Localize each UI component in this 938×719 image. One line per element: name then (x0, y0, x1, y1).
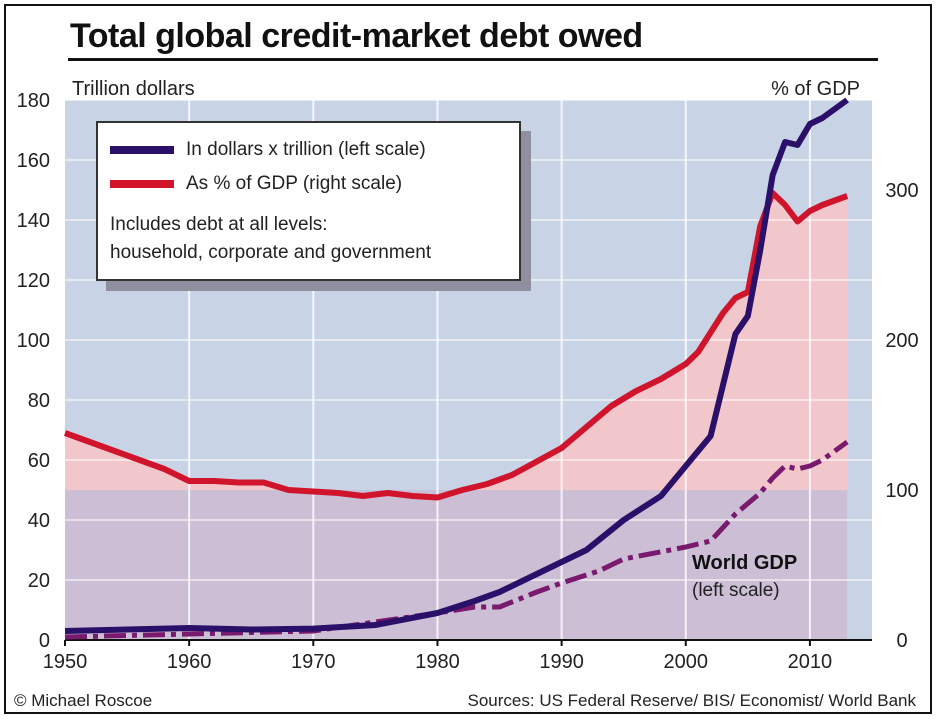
y-left-tick-label: 180 (17, 90, 50, 112)
legend-swatch-pct (110, 180, 174, 188)
legend: In dollars x trillion (left scale) As % … (96, 121, 521, 281)
y-left-tick-label: 60 (28, 450, 50, 472)
x-tick-label: 2000 (664, 651, 709, 673)
legend-entry-dollars: In dollars x trillion (left scale) (110, 137, 426, 163)
y-right-tick-label: 100 (885, 480, 918, 502)
y-left-tick-label: 160 (17, 150, 50, 172)
y-left-tick-label: 20 (28, 570, 50, 592)
y-left-tick-label: 0 (39, 630, 50, 652)
world-gdp-annotation-sub: (left scale) (692, 580, 780, 601)
y-axis-left-label: Trillion dollars (72, 78, 195, 100)
legend-label-pct: As % of GDP (right scale) (186, 173, 403, 194)
y-left-tick-label: 80 (28, 390, 50, 412)
x-tick-label: 1990 (539, 651, 584, 673)
title-underline (68, 58, 878, 61)
credit-text: © Michael Roscoe (14, 691, 153, 710)
x-tick-label: 1950 (43, 651, 88, 673)
y-right-tick-label: 0 (896, 630, 907, 652)
y-left-tick-label: 120 (17, 270, 50, 292)
y-right-tick-label: 200 (885, 330, 918, 352)
x-tick-label: 1960 (167, 651, 212, 673)
chart-title: Total global credit-market debt owed (70, 17, 643, 55)
legend-note: Includes debt at all levels: household, … (110, 211, 510, 267)
sources-text: Sources: US Federal Reserve/ BIS/ Econom… (467, 691, 916, 710)
y-axis-right-label: % of GDP (771, 78, 860, 100)
series-line-dollars (64, 97, 849, 634)
world-gdp-annotation: World GDP (692, 552, 798, 574)
x-tick-label: 1980 (415, 651, 460, 673)
y-left-tick-label: 140 (17, 210, 50, 232)
y-right-tick-label: 300 (885, 180, 918, 202)
y-left-tick-label: 100 (17, 330, 50, 352)
x-tick-label: 2010 (788, 651, 833, 673)
legend-label-dollars: In dollars x trillion (left scale) (186, 139, 426, 160)
legend-note-line2: household, corporate and government (110, 242, 432, 263)
series-line-pct-gdp (63, 190, 849, 501)
legend-note-line1: Includes debt at all levels: (110, 214, 328, 235)
legend-entry-pct: As % of GDP (right scale) (110, 171, 402, 197)
below-100pct-band (65, 490, 848, 640)
legend-swatch-dollars (110, 146, 174, 154)
x-tick-label: 1970 (291, 651, 336, 673)
y-left-tick-label: 40 (28, 510, 50, 532)
